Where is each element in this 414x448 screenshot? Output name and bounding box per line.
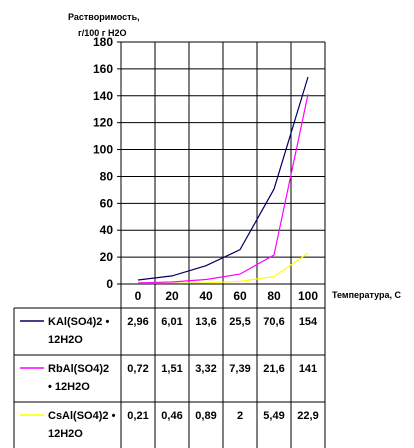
y-axis-label-line-1: Растворимость, xyxy=(68,12,140,22)
series-line-2 xyxy=(137,252,309,285)
data-label: 0,72 xyxy=(127,363,148,375)
y-tick-label: 80 xyxy=(100,169,114,183)
series-line-1 xyxy=(137,94,309,284)
chart-gridlines xyxy=(120,41,326,285)
data-label: 154 xyxy=(299,316,318,328)
y-tick-label: 60 xyxy=(100,196,114,210)
data-label: 0,46 xyxy=(161,410,182,422)
data-label: 21,6 xyxy=(263,363,284,375)
y-tick-label: 100 xyxy=(93,143,113,157)
data-label: 2,96 xyxy=(127,316,148,328)
data-label: 25,5 xyxy=(229,316,250,328)
x-tick-label: 20 xyxy=(165,289,179,303)
legend-entry-0: KAl(SO4)2 • xyxy=(48,316,109,328)
x-tick-label: 100 xyxy=(298,289,318,303)
data-label: 6,01 xyxy=(161,316,182,328)
data-label: 141 xyxy=(299,363,317,375)
series-line-0 xyxy=(137,76,309,281)
legend-entry-2: 12H2O xyxy=(48,428,83,440)
data-label: 13,6 xyxy=(195,316,216,328)
y-tick-label: 180 xyxy=(93,35,113,49)
x-tick-label: 0 xyxy=(135,289,142,303)
data-table: 0 20 40 60 80 100 KAl(SO4)2 • 12H2O 2,96 6,01 13,6… xyxy=(13,283,326,448)
legend-entry-0: 12H2O xyxy=(48,334,83,346)
legend-entry-1: RbAl(SO4)2 xyxy=(48,363,109,375)
x-axis-label: Температура, C xyxy=(332,290,402,300)
x-tick-label: 60 xyxy=(233,289,247,303)
data-label: 70,6 xyxy=(263,316,284,328)
y-tick-label: 20 xyxy=(100,250,114,264)
chart-axes: 0 20 40 60 80 100 120 140 160 180 xyxy=(93,35,121,291)
data-label: 5,49 xyxy=(263,410,284,422)
y-tick-label: 120 xyxy=(93,116,113,130)
y-axis-label-line-2: г/100 г H2O xyxy=(78,28,127,38)
legend-entry-1: • 12H2O xyxy=(48,381,90,393)
y-tick-label: 0 xyxy=(106,277,113,291)
data-label: 3,32 xyxy=(195,363,216,375)
data-label: 7,39 xyxy=(229,363,250,375)
chart-series-lines xyxy=(137,76,309,285)
data-label: 22,9 xyxy=(297,410,318,422)
y-tick-label: 140 xyxy=(93,89,113,103)
data-label: 2 xyxy=(237,410,243,422)
legend-entry-2: CsAl(SO4)2 • xyxy=(48,410,116,422)
data-label: 0,89 xyxy=(195,410,216,422)
y-tick-label: 160 xyxy=(93,62,113,76)
x-tick-label: 80 xyxy=(267,289,281,303)
data-label: 1,51 xyxy=(161,363,182,375)
x-tick-label: 40 xyxy=(199,289,213,303)
data-label: 0,21 xyxy=(127,410,148,422)
y-tick-label: 40 xyxy=(100,223,114,237)
